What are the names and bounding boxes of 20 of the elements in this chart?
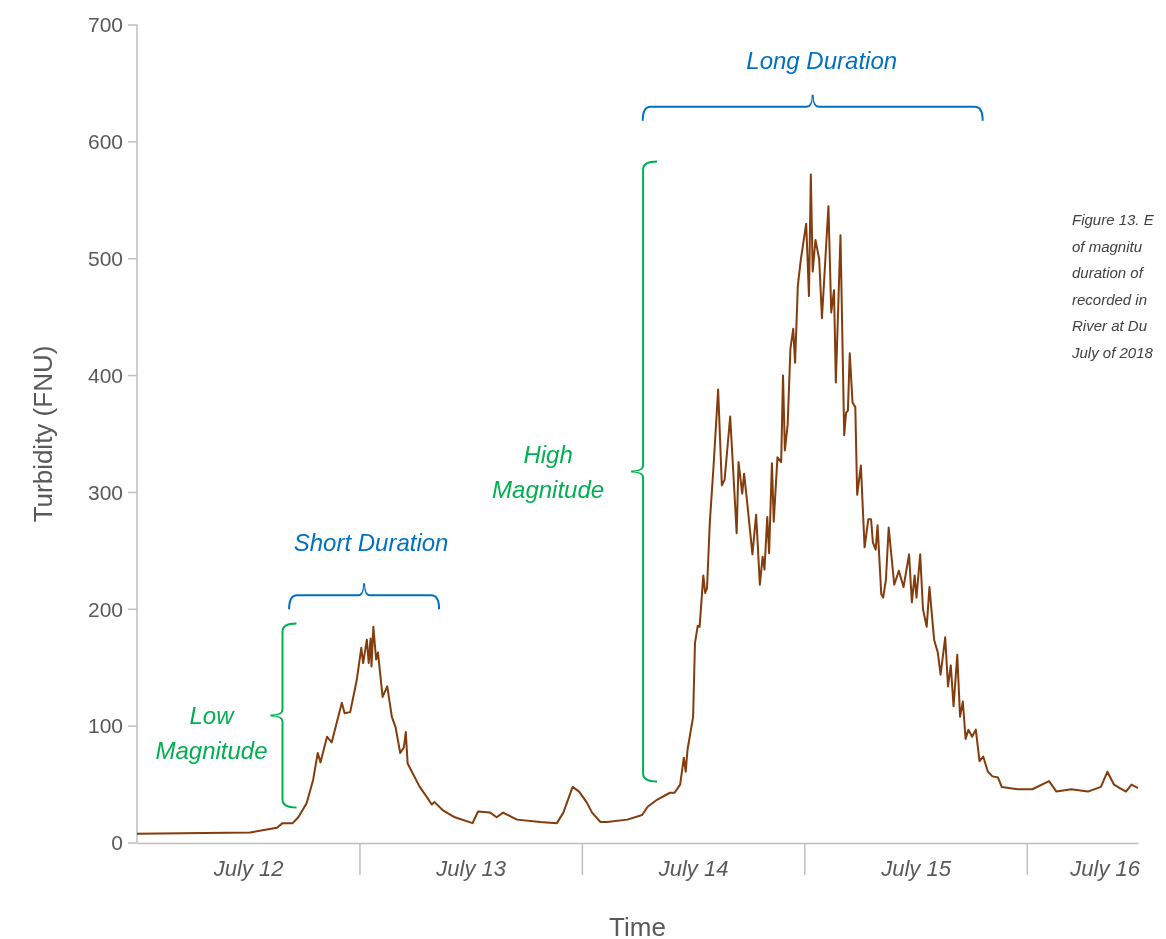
x-axis-title: Time xyxy=(609,912,666,939)
annotation: Low Magnitude xyxy=(155,701,268,764)
annotation: Figure 13. E of magnitu duration of recorded in River at Du July of 2018 xyxy=(1071,211,1155,361)
x-tick-label: July 16 xyxy=(1069,855,1141,881)
y-tick-label: 200 xyxy=(87,597,123,621)
x-tick-label: July 15 xyxy=(880,855,952,881)
y-tick-label: 300 xyxy=(87,480,123,504)
x-tick-label: July 13 xyxy=(435,855,507,881)
y-tick-label: 0 xyxy=(111,831,123,855)
y-axis-title: Turbidity (FNU) xyxy=(28,345,58,523)
y-tick-label: 500 xyxy=(87,247,123,271)
annotation: Long Duration xyxy=(746,46,898,74)
y-tick-label: 600 xyxy=(87,130,123,154)
y-tick-label: 100 xyxy=(87,714,123,738)
y-tick-label: 400 xyxy=(87,363,123,387)
annotation: High Magnitude xyxy=(492,441,605,504)
annotation: Short Duration xyxy=(293,529,449,557)
y-tick-label: 700 xyxy=(87,13,123,37)
x-tick-label: July 12 xyxy=(212,855,284,881)
x-tick-label: July 14 xyxy=(657,855,729,881)
